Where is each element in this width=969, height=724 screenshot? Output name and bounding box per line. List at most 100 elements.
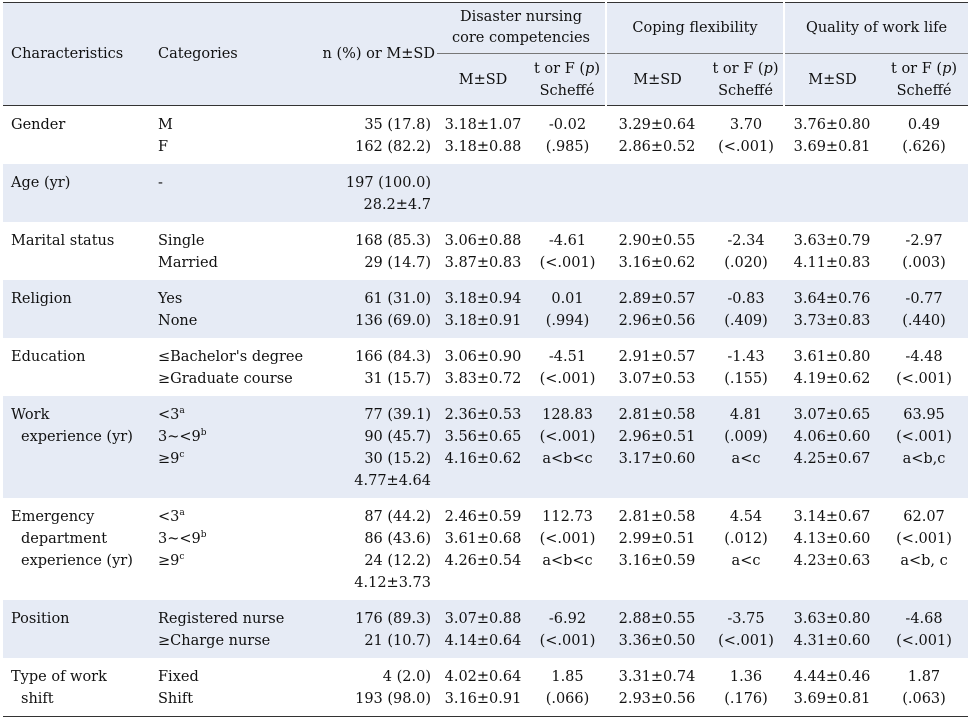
disaster-test-text: 112.73 [542, 509, 593, 525]
coping-msd-cell: 2.91±0.57 3.07±0.53 [606, 338, 708, 396]
category-text: ≥9 [158, 451, 180, 467]
n-value-text: 4 (2.0) [382, 669, 431, 685]
n-value: 21 (10.7) [313, 630, 431, 652]
qwl-test: (<.001) [880, 426, 968, 448]
coping-test: -2.34 [708, 230, 784, 252]
characteristic: Marital status [11, 230, 150, 252]
category-cell: Single Married [150, 222, 313, 280]
coping-test-cell: -1.43 (.155) [708, 338, 784, 396]
disaster-msd: 3.07±0.88 [437, 608, 529, 630]
disaster-test-cell: 1.85 (.066) [529, 658, 606, 717]
disaster-msd: 3.83±0.72 [437, 368, 529, 390]
coping-msd-cell: 2.81±0.58 2.99±0.51 3.16±0.59 [606, 498, 708, 600]
disaster-test-cell [529, 164, 606, 222]
disaster-msd: 3.56±0.65 [437, 426, 529, 448]
disaster-msd-text: 3.18±0.94 [444, 291, 522, 307]
category-text: 3~<9 [158, 531, 201, 547]
qwl-test: (.003) [880, 252, 968, 274]
header-group-qwl: Quality of work life [783, 2, 969, 54]
category: ≥9c [158, 550, 313, 572]
coping-test-text: -2.34 [727, 233, 765, 249]
qwl-msd-text: 4.44±0.46 [793, 669, 871, 685]
disaster-msd-cell: 3.18±1.07 3.18±0.88 [437, 106, 529, 165]
header-group-disaster-label: Disaster nursing core competencies [452, 9, 590, 46]
header-n-pct: n (%) or M±SD [313, 2, 437, 106]
n-value: 35 (17.8) [313, 114, 431, 136]
coping-test-text: (<.001) [718, 633, 774, 649]
characteristic: Work [11, 404, 150, 426]
coping-msd: 2.81±0.58 [606, 404, 708, 426]
disaster-msd-cell [437, 164, 529, 222]
category-text: None [158, 313, 198, 329]
disaster-msd: 4.14±0.64 [437, 630, 529, 652]
qwl-msd-text: 3.63±0.80 [793, 611, 871, 627]
category-cell: <3a 3~<9b ≥9c [150, 396, 313, 498]
qwl-msd-cell: 3.07±0.65 4.06±0.60 4.25±0.67 [784, 396, 881, 498]
table-row: Age (yr) - 197 (100.0) 28.2±4.7 [3, 164, 969, 222]
disaster-msd: 3.61±0.68 [437, 528, 529, 550]
coping-test-cell: 1.36 (.176) [708, 658, 785, 717]
disaster-msd-cell: 2.46±0.59 3.61±0.68 4.26±0.54 [437, 498, 529, 600]
n-value: 90 (45.7) [313, 426, 431, 448]
qwl-test-text: (<.001) [896, 371, 952, 387]
disaster-msd-text: 3.07±0.88 [444, 611, 522, 627]
qwl-msd-text: 3.69±0.81 [793, 139, 871, 155]
disaster-test: -4.51 [529, 346, 606, 368]
category: Married [158, 252, 313, 274]
category-cell: ≤Bachelor's degree ≥Graduate course [150, 338, 313, 396]
qwl-test-text: 63.95 [903, 407, 945, 423]
disaster-msd: 2.36±0.53 [437, 404, 529, 426]
qwl-msd-text: 4.31±0.60 [793, 633, 871, 649]
coping-test: (.012) [708, 528, 784, 550]
table-row: Work experience (yr) <3a 3~<9b ≥9c 77 (39.1) 9… [3, 396, 969, 498]
qwl-msd-text: 3.64±0.76 [793, 291, 871, 307]
category: M [158, 114, 313, 136]
qwl-test: -2.97 [880, 230, 968, 252]
coping-test-cell: -0.83 (.409) [708, 280, 785, 338]
disaster-msd-text: 3.56±0.65 [444, 429, 522, 445]
characteristic: Education [11, 346, 150, 368]
header-test-line2: Scheffé [896, 82, 952, 99]
qwl-test-cell: 62.07 (<.001) a<b, c [880, 498, 968, 600]
disaster-msd-text: 4.16±0.62 [444, 451, 522, 467]
n-value-text: 28.2±4.7 [363, 197, 432, 213]
qwl-test-cell: 1.87 (.063) [880, 658, 969, 717]
n-value-cell: 87 (44.2) 86 (43.6) 24 (12.2) 4.12±3.73 [313, 498, 437, 600]
category: 3~<9b [158, 528, 313, 550]
disaster-msd-cell: 3.07±0.88 4.14±0.64 [437, 600, 529, 658]
coping-msd: 3.36±0.50 [606, 630, 708, 652]
qwl-test: (<.001) [880, 630, 968, 652]
disaster-test: (.994) [529, 310, 606, 332]
disaster-msd: 4.16±0.62 [437, 448, 529, 470]
coping-test: -3.75 [708, 608, 784, 630]
coping-msd-cell: 3.29±0.64 2.86±0.52 [606, 106, 708, 165]
qwl-test-text: -2.97 [905, 233, 943, 249]
disaster-test: 112.73 [529, 506, 606, 528]
header-test-line2: Scheffé [539, 82, 595, 99]
n-value: 176 (89.3) [313, 608, 431, 630]
coping-msd: 2.81±0.58 [606, 506, 708, 528]
disaster-msd-text: 3.06±0.90 [444, 349, 522, 365]
qwl-msd: 3.63±0.79 [784, 230, 880, 252]
characteristic-cell: Education [3, 338, 150, 396]
characteristic-cell: Marital status [3, 222, 150, 280]
characteristic: experience (yr) [11, 426, 150, 448]
n-value-text: 35 (17.8) [364, 117, 431, 133]
qwl-msd-cell: 3.64±0.76 3.73±0.83 [784, 280, 881, 338]
disaster-test-text: (.066) [545, 691, 590, 707]
characteristic-cell: Type of work shift [3, 658, 150, 717]
qwl-test: (<.001) [880, 528, 968, 550]
qwl-test: -4.48 [880, 346, 968, 368]
n-value-text: 4.77±4.64 [354, 473, 431, 489]
coping-test-text: (.176) [724, 691, 768, 707]
disaster-test-text: (<.001) [539, 371, 596, 387]
coping-msd: 2.93±0.56 [606, 688, 708, 710]
disaster-msd-text: 4.14±0.64 [444, 633, 522, 649]
disaster-msd: 3.18±0.88 [437, 136, 529, 158]
coping-test-text: 1.36 [729, 669, 763, 685]
coping-test: -1.43 [708, 346, 784, 368]
coping-msd-text: 3.07±0.53 [618, 371, 696, 387]
group-superscript: a [179, 508, 185, 519]
disaster-test-text: (<.001) [539, 633, 596, 649]
coping-msd: 2.88±0.55 [606, 608, 708, 630]
